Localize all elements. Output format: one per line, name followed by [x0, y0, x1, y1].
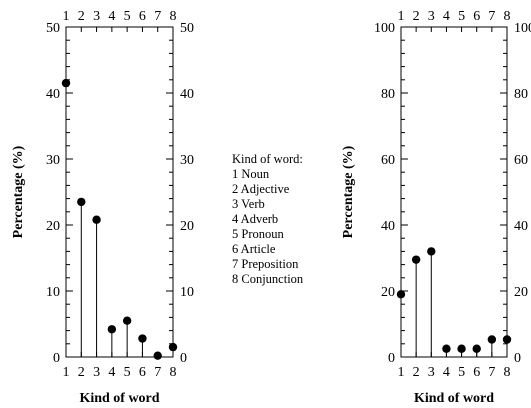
x-tick-label: 4 — [108, 365, 115, 380]
x-tick-label: 5 — [458, 365, 465, 380]
x-tick-label: 4 — [443, 365, 450, 380]
x-axis-title: Kind of word — [414, 391, 494, 406]
y-tick-label: 60 — [381, 153, 395, 168]
x-tick-label-top: 3 — [93, 9, 100, 24]
data-point — [397, 290, 405, 298]
y-tick-label: 50 — [46, 21, 60, 36]
x-tick-label: 6 — [473, 365, 480, 380]
y-tick-label: 30 — [46, 153, 60, 168]
x-tick-label-top: 5 — [124, 9, 131, 24]
legend: Kind of word: 1 Noun 2 Adjective 3 Verb … — [232, 152, 304, 286]
data-point — [62, 79, 70, 87]
legend-item: 7 Preposition — [232, 257, 299, 271]
x-tick-label-top: 7 — [154, 9, 161, 24]
plot-frame — [401, 27, 507, 357]
x-tick-label-top: 6 — [473, 9, 480, 24]
y-tick-label: 20 — [381, 285, 395, 300]
x-tick-label-top: 6 — [139, 9, 146, 24]
y-tick-label-right: 0 — [514, 351, 521, 366]
x-tick-label-top: 5 — [458, 9, 465, 24]
chart-right: 0020204040606080801001001122334455667788… — [341, 9, 531, 406]
y-tick-label: 20 — [46, 219, 60, 234]
x-tick-label: 1 — [398, 365, 405, 380]
legend-title: Kind of word: — [232, 152, 303, 166]
y-tick-label-right: 40 — [514, 219, 528, 234]
legend-item: 8 Conjunction — [232, 272, 304, 286]
x-tick-label-top: 4 — [108, 9, 115, 24]
x-tick-label-top: 1 — [398, 9, 405, 24]
legend-item: 4 Adverb — [232, 212, 278, 226]
y-tick-label-right: 20 — [180, 219, 194, 234]
x-tick-label-top: 8 — [504, 9, 511, 24]
y-tick-label-right: 50 — [180, 21, 194, 36]
x-tick-label: 2 — [78, 365, 85, 380]
x-tick-label-top: 2 — [413, 9, 420, 24]
y-axis-title: Percentage (%) — [341, 145, 356, 238]
x-tick-label: 5 — [124, 365, 131, 380]
y-tick-label-right: 60 — [514, 153, 528, 168]
data-point — [92, 216, 100, 224]
y-tick-label: 100 — [374, 21, 395, 36]
y-tick-label: 0 — [388, 351, 395, 366]
x-tick-label-top: 7 — [488, 9, 495, 24]
data-point — [169, 343, 177, 351]
y-axis-title: Percentage (%) — [11, 145, 26, 238]
data-point — [108, 325, 116, 333]
data-point — [77, 198, 85, 206]
x-axis-title: Kind of word — [79, 391, 159, 406]
y-tick-label-right: 20 — [514, 285, 528, 300]
x-tick-label: 7 — [488, 365, 495, 380]
x-tick-label-top: 2 — [78, 9, 85, 24]
y-tick-label-right: 40 — [180, 87, 194, 102]
y-tick-label: 40 — [381, 219, 395, 234]
data-point — [412, 255, 420, 263]
y-tick-label: 0 — [53, 351, 60, 366]
y-tick-label: 10 — [46, 285, 60, 300]
legend-item: 3 Verb — [232, 197, 265, 211]
plot-frame — [66, 27, 173, 357]
y-tick-label-right: 100 — [514, 21, 531, 36]
data-point — [457, 345, 465, 353]
legend-item: 6 Article — [232, 242, 276, 256]
data-point — [473, 345, 481, 353]
y-tick-label: 80 — [381, 87, 395, 102]
data-point — [442, 345, 450, 353]
x-tick-label-top: 3 — [428, 9, 435, 24]
x-tick-label: 7 — [154, 365, 161, 380]
y-tick-label-right: 30 — [180, 153, 194, 168]
legend-item: 1 Noun — [232, 167, 270, 181]
y-tick-label-right: 80 — [514, 87, 528, 102]
x-tick-label: 1 — [63, 365, 70, 380]
x-tick-label-top: 1 — [63, 9, 70, 24]
y-tick-label-right: 10 — [180, 285, 194, 300]
x-tick-label: 8 — [504, 365, 511, 380]
x-tick-label: 2 — [413, 365, 420, 380]
x-tick-label: 3 — [428, 365, 435, 380]
y-tick-label-right: 0 — [180, 351, 187, 366]
y-tick-label: 40 — [46, 87, 60, 102]
x-tick-label: 3 — [93, 365, 100, 380]
x-tick-label: 6 — [139, 365, 146, 380]
data-point — [123, 317, 131, 325]
legend-item: 5 Pronoun — [232, 227, 284, 241]
data-point — [427, 247, 435, 255]
x-tick-label-top: 8 — [170, 9, 177, 24]
data-point — [154, 351, 162, 359]
legend-item: 2 Adjective — [232, 182, 290, 196]
data-point — [503, 335, 511, 343]
data-point — [488, 335, 496, 343]
x-tick-label: 8 — [170, 365, 177, 380]
x-tick-label-top: 4 — [443, 9, 450, 24]
data-point — [138, 334, 146, 342]
